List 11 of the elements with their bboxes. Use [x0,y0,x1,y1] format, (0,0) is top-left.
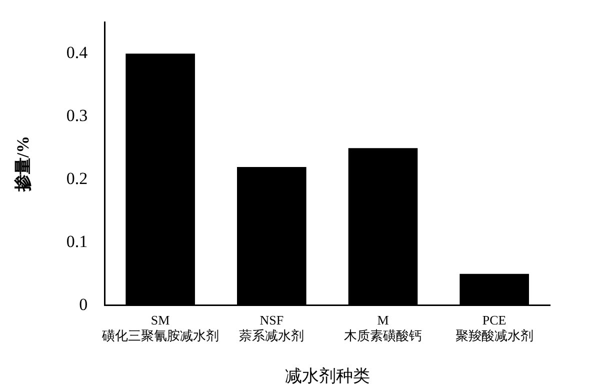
x-tick-label: M 木质素磺酸钙 [344,312,422,344]
y-tick-label: 0.2 [66,169,88,188]
x-axis-title: 减水剂种类 [284,366,370,386]
y-axis-title: 掺量/% [14,136,33,193]
y-tick-label: 0.3 [66,106,88,126]
y-tick-label: 0 [79,294,88,314]
y-tick-label: 0.4 [66,43,88,62]
x-tick-label: PCE 聚羧酸减水剂 [455,312,534,344]
x-tick-label: NSF 萘系减水剂 [239,312,304,344]
y-tick-label: 0.1 [66,232,88,251]
x-tick-label: SM 磺化三聚氰胺减水剂 [100,312,219,344]
